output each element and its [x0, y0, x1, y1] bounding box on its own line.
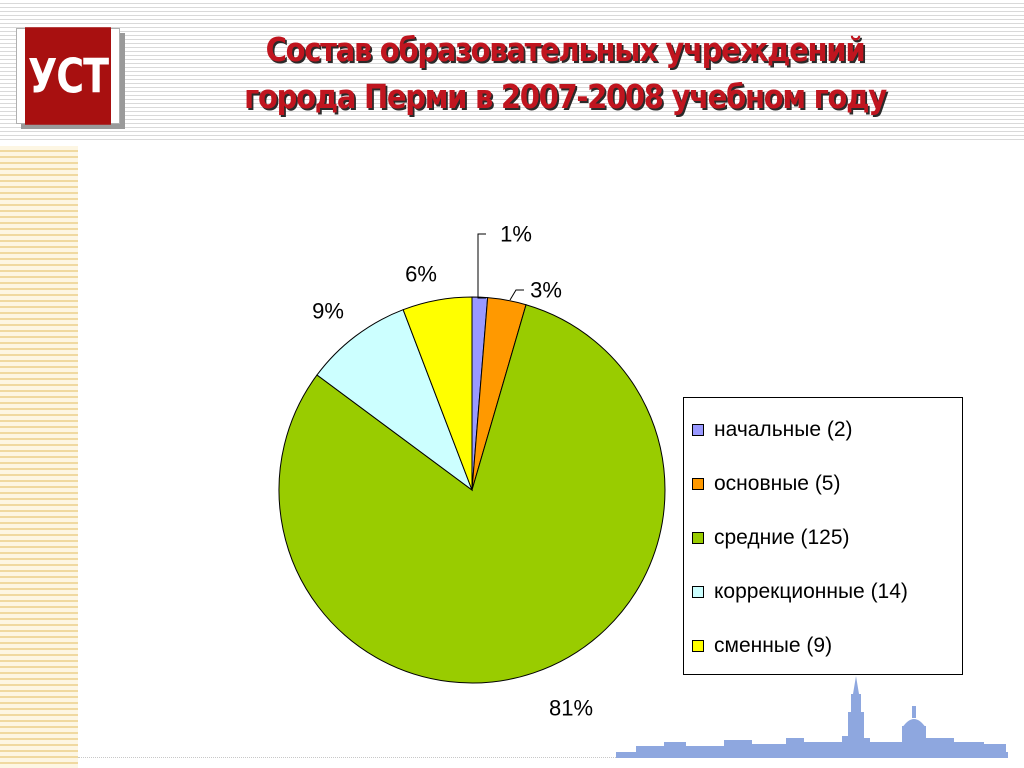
- pie-slices: [278, 296, 666, 684]
- logo-text: УСТ: [25, 27, 111, 125]
- legend-swatch: [692, 586, 704, 598]
- legend-item: сменные (9): [692, 634, 832, 658]
- chart-legend: начальные (2) основные (5) средние (125) ко…: [683, 397, 963, 675]
- legend-label: средние (125): [714, 526, 850, 549]
- legend-swatch: [692, 640, 704, 652]
- pie-slice-3: [278, 304, 666, 684]
- legend-item: средние (125): [692, 526, 850, 550]
- legend-swatch: [692, 424, 704, 436]
- header-stripes: [0, 0, 1024, 142]
- legend-label: основные (5): [714, 472, 841, 495]
- logo: УСТ: [16, 27, 120, 125]
- data-label-5: 6%: [405, 262, 437, 287]
- data-label-2: 3%: [530, 278, 562, 303]
- legend-item: начальные (2): [692, 418, 853, 442]
- legend-item: основные (5): [692, 472, 840, 496]
- data-labels: 1% 3% 81% 9% 6%: [312, 222, 593, 721]
- city-skyline-icon: [616, 676, 1008, 758]
- leader-line-1: [477, 233, 486, 299]
- pie-slice-4: [316, 309, 474, 492]
- legend-item: коррекционные (14): [692, 580, 908, 604]
- left-stripes: [0, 146, 78, 768]
- legend-swatch: [692, 478, 704, 490]
- title-line-2: города Перми в 2007-2008 учебном году: [244, 77, 887, 116]
- legend-label: начальные (2): [714, 418, 853, 441]
- data-label-3: 81%: [549, 696, 593, 721]
- legend-label: сменные (9): [714, 634, 833, 657]
- data-label-4: 9%: [312, 299, 344, 324]
- data-label-1: 1%: [500, 222, 532, 247]
- label-leaders: [477, 233, 524, 301]
- legend-label: коррекционные (14): [714, 580, 908, 603]
- pie-slice-5: [402, 296, 473, 491]
- leader-line-2: [509, 289, 524, 301]
- title-line-1: Состав образовательных учреждений: [265, 30, 866, 69]
- page-title: Состав образовательных учреждений города…: [191, 26, 939, 120]
- bottom-dotted-line: [78, 757, 618, 758]
- legend-swatch: [692, 532, 704, 544]
